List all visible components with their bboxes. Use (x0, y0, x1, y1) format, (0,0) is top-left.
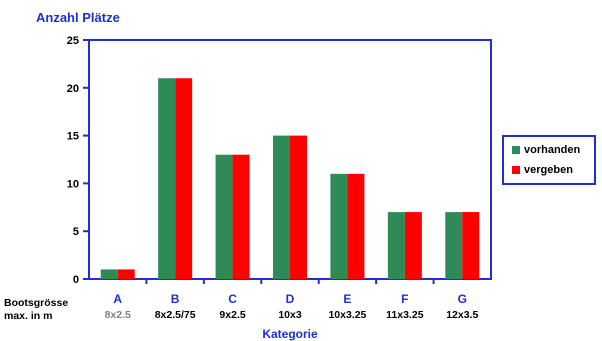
y-tick-label: 20 (67, 83, 79, 95)
y-tick-label: 15 (67, 131, 79, 143)
row-label-boat-size: Bootsgrösse (4, 297, 69, 309)
x-size-label: 10x3.25 (328, 309, 366, 321)
bar-vergeben-F (404, 212, 422, 279)
legend-label-vergeben: vergeben (524, 164, 573, 176)
y-tick-label: 5 (73, 226, 79, 238)
bar-vorhanden-B (158, 78, 176, 280)
bar-vergeben-E (347, 173, 365, 279)
bar-vergeben-D (290, 135, 307, 279)
bar-vergeben-C (232, 154, 250, 279)
x-axis-title: Kategorie (262, 327, 318, 341)
bar-vorhanden-C (215, 154, 233, 279)
x-category-label: D (286, 292, 295, 306)
legend-swatch-vergeben (512, 166, 520, 174)
bar-vorhanden-E (330, 173, 348, 279)
x-category-label: E (343, 292, 351, 306)
y-axis-title: Anzahl Plätze (36, 10, 120, 25)
x-category-label: B (171, 292, 180, 306)
bar-vorhanden-G (445, 212, 463, 279)
bar-vorhanden-D (273, 135, 290, 279)
y-tick-label: 0 (73, 274, 79, 286)
x-category-label: C (228, 292, 237, 306)
x-size-label: 10x3 (278, 309, 302, 321)
bar-vorhanden-F (387, 212, 405, 279)
bar-vergeben-A (117, 269, 135, 279)
x-category-label: A (113, 292, 122, 306)
row-label-max-size: max. in m (4, 310, 53, 322)
legend: vorhanden vergeben (502, 135, 596, 185)
x-size-label: 8x2.5/75 (155, 309, 196, 321)
x-size-label: 12x3.5 (446, 309, 478, 321)
legend-item-vergeben: vergeben (512, 163, 573, 177)
bar-vergeben-B (175, 78, 193, 280)
y-tick-label: 25 (67, 35, 79, 47)
x-size-label: 11x3.25 (386, 309, 424, 321)
legend-label-vorhanden: vorhanden (524, 144, 581, 156)
legend-swatch-vorhanden (512, 146, 520, 154)
x-category-label: G (458, 292, 467, 306)
x-size-label: 8x2.5 (105, 309, 131, 321)
x-category-label: F (401, 292, 408, 306)
y-tick-label: 10 (67, 178, 79, 190)
legend-item-vorhanden: vorhanden (512, 143, 580, 157)
bar-vorhanden-A (100, 269, 118, 279)
bar-vergeben-G (462, 212, 480, 279)
x-size-label: 9x2.5 (219, 309, 245, 321)
